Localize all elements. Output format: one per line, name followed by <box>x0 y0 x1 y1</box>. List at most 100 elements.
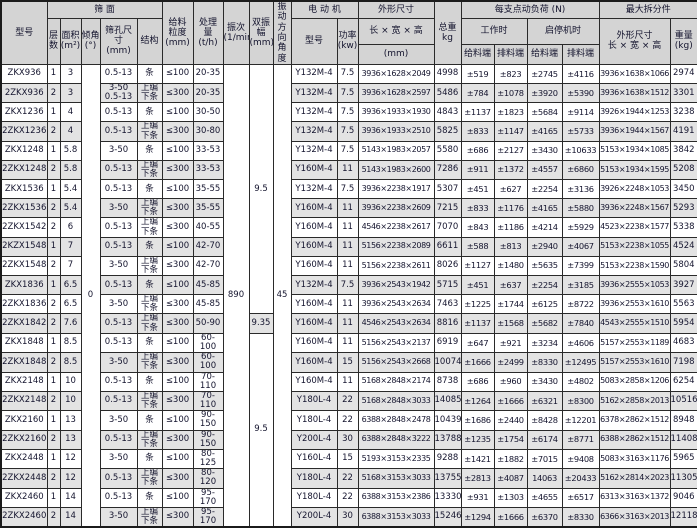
col-header-motor-model: 型号 <box>290 17 338 66</box>
cell-load-work-feed: ±1421 <box>460 448 495 470</box>
cell-capacity: 45-85 <box>192 275 224 296</box>
cell-area: 5.8 <box>59 140 82 161</box>
cell-area: 13 <box>59 410 82 431</box>
cell-part-weight: 3842 <box>669 140 697 161</box>
cell-total-weight: 13788 <box>433 429 462 450</box>
cell-load-work-feed: ±451 <box>460 179 495 200</box>
cell-total-weight: 8816 <box>433 313 462 334</box>
cell-load-start-discharge: ±7840 <box>561 313 600 334</box>
cell-dimensions: 5168×2848×3033 <box>357 390 435 412</box>
cell-motor-model: Y132M-4 <box>290 83 338 104</box>
table-row: 2ZKX1248 2 5.8 0.5-13 上编 下条 ≤300 33-53 Y160M-4 1… <box>0 159 697 181</box>
cell-area: 4 <box>59 121 82 142</box>
table-row: 2ZKX1836 2 6.5 3-50 上编 下条 ≤300 45-85 Y160M-4 11 3… <box>0 294 697 315</box>
cell-structure: 上编 下条 <box>136 313 163 334</box>
cell-model: ZKX936 <box>0 64 48 85</box>
cell-load-start-feed: ±3920 <box>526 83 563 104</box>
cell-feed-size: ≤100 <box>161 275 194 296</box>
cell-load-start-feed: ±3430 <box>526 371 563 392</box>
cell-load-work-discharge: ±960 <box>493 371 528 392</box>
cell-part-weight: 5338 <box>669 217 697 238</box>
cell-load-start-feed: ±8428 <box>526 410 563 431</box>
cell-structure: 条 <box>136 102 163 123</box>
cell-feed-size: ≤300 <box>161 198 194 219</box>
cell-capacity: 40-55 <box>192 217 224 238</box>
cell-structure: 上编 下条 <box>136 468 163 489</box>
cell-motor-power: 11 <box>336 332 359 354</box>
cell-total-weight: 4998 <box>433 64 462 85</box>
table-row: ZKX1248 1 5.8 3-50 条 ≤100 33-53 Y132M-4 7.5 5143×… <box>0 140 697 161</box>
cell-load-work-feed: ±833 <box>460 121 495 142</box>
col-header-dimensions-unit: (mm) <box>357 44 435 66</box>
cell-area: 4 <box>59 102 82 123</box>
cell-structure: 上编 下条 <box>136 83 163 104</box>
cell-aperture: 0.5-13 <box>99 371 138 392</box>
cell-load-work-discharge: ±2127 <box>493 140 528 161</box>
cell-load-work-feed: ±686 <box>460 140 495 161</box>
cell-feed-size: ≤300 <box>161 352 194 373</box>
cell-structure: 条 <box>136 410 163 431</box>
cell-part-dimensions: 5162×2858×2013 <box>598 390 671 412</box>
cell-total-weight: 7463 <box>433 294 462 315</box>
cell-dimensions: 5143×1983×2057 <box>357 140 435 161</box>
cell-motor-model: Y160M-4 <box>290 294 338 315</box>
cell-layers: 1 <box>46 179 61 200</box>
col-header-area: 面积 (m²) <box>59 17 82 66</box>
cell-load-work-feed: ±1294 <box>460 506 495 528</box>
cell-structure: 条 <box>136 448 163 470</box>
cell-aperture: 3-50 0.5-13 <box>99 83 138 104</box>
cell-aperture: 3-50 <box>99 352 138 373</box>
cell-load-start-feed: ±7015 <box>526 448 563 470</box>
cell-motor-model: Y160M-4 <box>290 352 338 373</box>
cell-part-weight: 4683 <box>669 332 697 354</box>
cell-model: ZKX1236 <box>0 102 48 123</box>
cell-capacity: 80-125 <box>192 448 224 470</box>
cell-area: 12 <box>59 468 82 489</box>
cell-feed-size: ≤100 <box>161 487 194 508</box>
cell-aperture: 0.5-13 <box>99 102 138 123</box>
cell-layers: 2 <box>46 390 61 412</box>
cell-load-work-discharge: ±823 <box>493 64 528 85</box>
col-header-part-dimensions: 外形尺寸 长 × 宽 × 高 <box>598 17 671 66</box>
col-header-dimensions: 外形尺寸 <box>357 0 435 19</box>
cell-load-start-feed: ±4165 <box>526 121 563 142</box>
cell-load-work-discharge: ±1666 <box>493 390 528 412</box>
cell-total-weight: 7286 <box>433 159 462 181</box>
cell-load-start-feed: ±6370 <box>526 506 563 528</box>
cell-layers: 2 <box>46 159 61 181</box>
cell-load-start-feed: ±5682 <box>526 313 563 334</box>
cell-load-start-discharge: ±5880 <box>561 198 600 219</box>
cell-aperture: 0.5-13 <box>99 275 138 296</box>
col-group-max-part: 最大拆分件 <box>598 0 697 19</box>
cell-layers: 2 <box>46 352 61 373</box>
cell-total-weight: 13330 <box>433 487 462 508</box>
cell-model: 2ZKX1536 <box>0 198 48 219</box>
cell-part-dimensions: 6366×3163×2013 <box>598 506 671 528</box>
cell-structure: 上编 下条 <box>136 390 163 412</box>
cell-motor-model: Y160M-4 <box>290 313 338 334</box>
cell-motor-power: 11 <box>336 198 359 219</box>
cell-layers: 1 <box>46 236 61 257</box>
cell-motor-power: 11 <box>336 255 359 277</box>
cell-load-start-feed: ±3430 <box>526 140 563 161</box>
col-header-capacity: 处理 量 (t/h) <box>192 0 224 66</box>
cell-load-start-feed: ±8330 <box>526 352 563 373</box>
cell-aperture: 3-50 <box>99 140 138 161</box>
cell-total-weight: 4843 <box>433 102 462 123</box>
cell-dimensions: 3936×1933×1930 <box>357 102 435 123</box>
cell-total-weight: 8738 <box>433 371 462 392</box>
cell-part-weight: 12118 <box>669 506 697 528</box>
table-row: ZKX1236 1 4 0.5-13 条 ≤100 30-50 Y132M-4 7.5 3936×… <box>0 102 697 123</box>
cell-load-work-feed: ±686 <box>460 371 495 392</box>
table-row: ZKX2460 1 14 0.5-13 条 ≤100 95-170 Y180L-4 22 6388… <box>0 487 697 508</box>
cell-load-work-discharge: ±1754 <box>493 429 528 450</box>
cell-part-dimensions: 6388×2862×1512 <box>598 429 671 450</box>
cell-aperture: 0.5-13 <box>99 179 138 200</box>
cell-part-dimensions: 3936×1944×1567 <box>598 121 671 142</box>
cell-layers: 1 <box>46 371 61 392</box>
col-header-incline-angle: 倾角 (°) <box>80 17 101 66</box>
cell-model: 2ZKX1542 <box>0 217 48 238</box>
cell-capacity: 33-53 <box>192 159 224 181</box>
cell-layers: 2 <box>46 198 61 219</box>
